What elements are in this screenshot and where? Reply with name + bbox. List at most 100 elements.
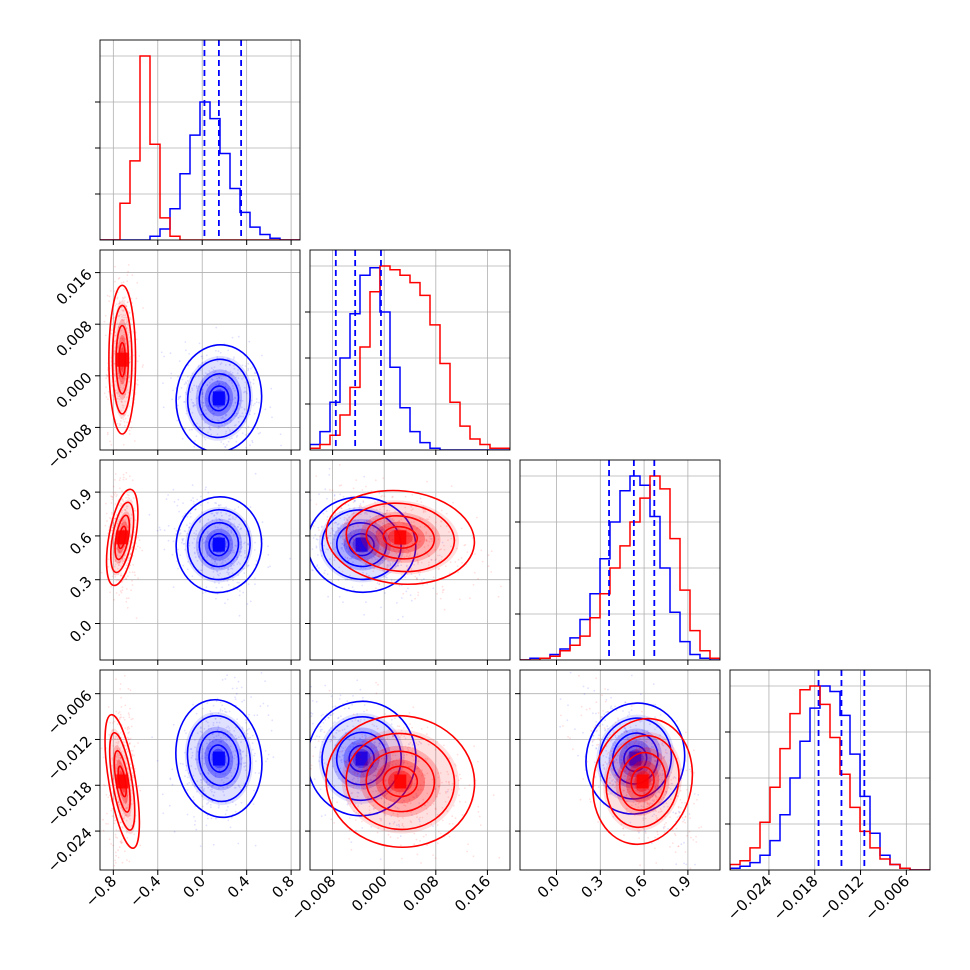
scatter-point <box>122 519 125 521</box>
scatter-point <box>359 775 362 777</box>
scatter-point <box>117 756 120 759</box>
scatter-point <box>128 571 131 574</box>
scatter-point <box>167 494 169 496</box>
scatter-point <box>114 304 116 307</box>
scatter-point <box>212 741 214 743</box>
scatter-point <box>636 788 639 791</box>
scatter-point <box>376 526 378 529</box>
scatter-point <box>185 381 187 384</box>
scatter-point <box>111 526 114 529</box>
scatter-point <box>492 794 495 796</box>
scatter-point <box>361 524 364 527</box>
scatter-point <box>266 705 269 707</box>
scatter-point <box>340 750 343 753</box>
scatter-point <box>559 725 561 728</box>
scatter-point <box>231 429 234 432</box>
scatter-point <box>116 322 119 325</box>
scatter-point <box>425 531 428 534</box>
scatter-point <box>401 615 404 618</box>
scatter-point <box>280 444 282 447</box>
scatter-point <box>612 768 614 771</box>
scatter-point <box>651 779 653 781</box>
scatter-point <box>348 837 351 840</box>
scatter-point <box>226 786 229 788</box>
scatter-point <box>315 700 318 703</box>
scatter-point <box>233 551 236 554</box>
scatter-point <box>207 431 209 434</box>
scatter-point <box>244 390 246 393</box>
scatter-point <box>118 300 121 303</box>
scatter-point <box>613 773 616 776</box>
scatter-point <box>242 591 245 594</box>
scatter-point <box>207 801 210 804</box>
scatter-point <box>228 572 230 574</box>
scatter-point <box>231 734 234 736</box>
scatter-point <box>120 371 123 374</box>
scatter-point <box>109 721 112 724</box>
scatter-point <box>624 775 627 778</box>
scatter-point <box>210 727 213 730</box>
scatter-point <box>654 773 656 776</box>
scatter-point <box>478 815 481 818</box>
scatter-point <box>614 742 617 745</box>
scatter-point <box>241 726 244 729</box>
contour-red-0 <box>118 341 127 378</box>
scatter-point <box>334 514 337 517</box>
scatter-point <box>118 754 121 757</box>
scatter-point <box>200 778 202 781</box>
scatter-point <box>175 529 178 532</box>
contour-red-3 <box>325 714 476 849</box>
scatter-point <box>647 802 649 805</box>
scatter-point <box>223 708 226 710</box>
scatter-point <box>596 729 598 732</box>
scatter-point <box>374 750 377 752</box>
scatter-point <box>455 764 457 767</box>
scatter-point <box>395 565 397 568</box>
scatter-point <box>379 743 381 746</box>
scatter-point <box>224 364 227 366</box>
scatter-point <box>646 753 649 756</box>
scatter-point <box>629 790 631 793</box>
scatter-point <box>445 512 448 515</box>
scatter-point <box>377 536 380 538</box>
scatter-point <box>117 372 120 375</box>
scatter-point <box>105 502 107 505</box>
scatter-point <box>647 788 650 791</box>
scatter-point <box>113 822 116 825</box>
scatter-point <box>118 479 121 482</box>
scatter-point <box>173 830 176 833</box>
scatter-point <box>606 736 609 739</box>
scatter-point <box>437 538 440 541</box>
scatter-point <box>219 701 222 704</box>
scatter-point <box>592 735 594 737</box>
scatter-point <box>393 519 395 522</box>
scatter-point <box>355 811 358 814</box>
scatter-point <box>267 714 270 716</box>
scatter-point <box>355 743 358 746</box>
scatter-point <box>680 768 683 770</box>
scatter-point <box>207 491 210 494</box>
scatter-point <box>426 553 429 556</box>
density-peak <box>212 751 225 766</box>
scatter-point <box>367 559 369 562</box>
scatter-point <box>379 786 381 789</box>
scatter-point <box>319 751 322 754</box>
scatter-point <box>236 558 238 560</box>
scatter-point <box>209 741 211 744</box>
scatter-point <box>206 803 208 805</box>
scatter-point <box>389 562 392 565</box>
scatter-point <box>372 804 375 807</box>
scatter-point <box>370 758 372 761</box>
scatter-point <box>196 541 199 544</box>
scatter-point <box>113 352 116 355</box>
scatter-point <box>328 729 331 731</box>
scatter-point <box>425 540 428 542</box>
scatter-point <box>244 381 247 384</box>
scatter-point <box>630 709 633 711</box>
scatter-point <box>200 355 203 358</box>
scatter-point <box>346 803 349 806</box>
scatter-point <box>110 495 112 497</box>
scatter-point <box>654 703 657 706</box>
scatter-point <box>247 737 250 740</box>
scatter-point <box>118 829 121 832</box>
